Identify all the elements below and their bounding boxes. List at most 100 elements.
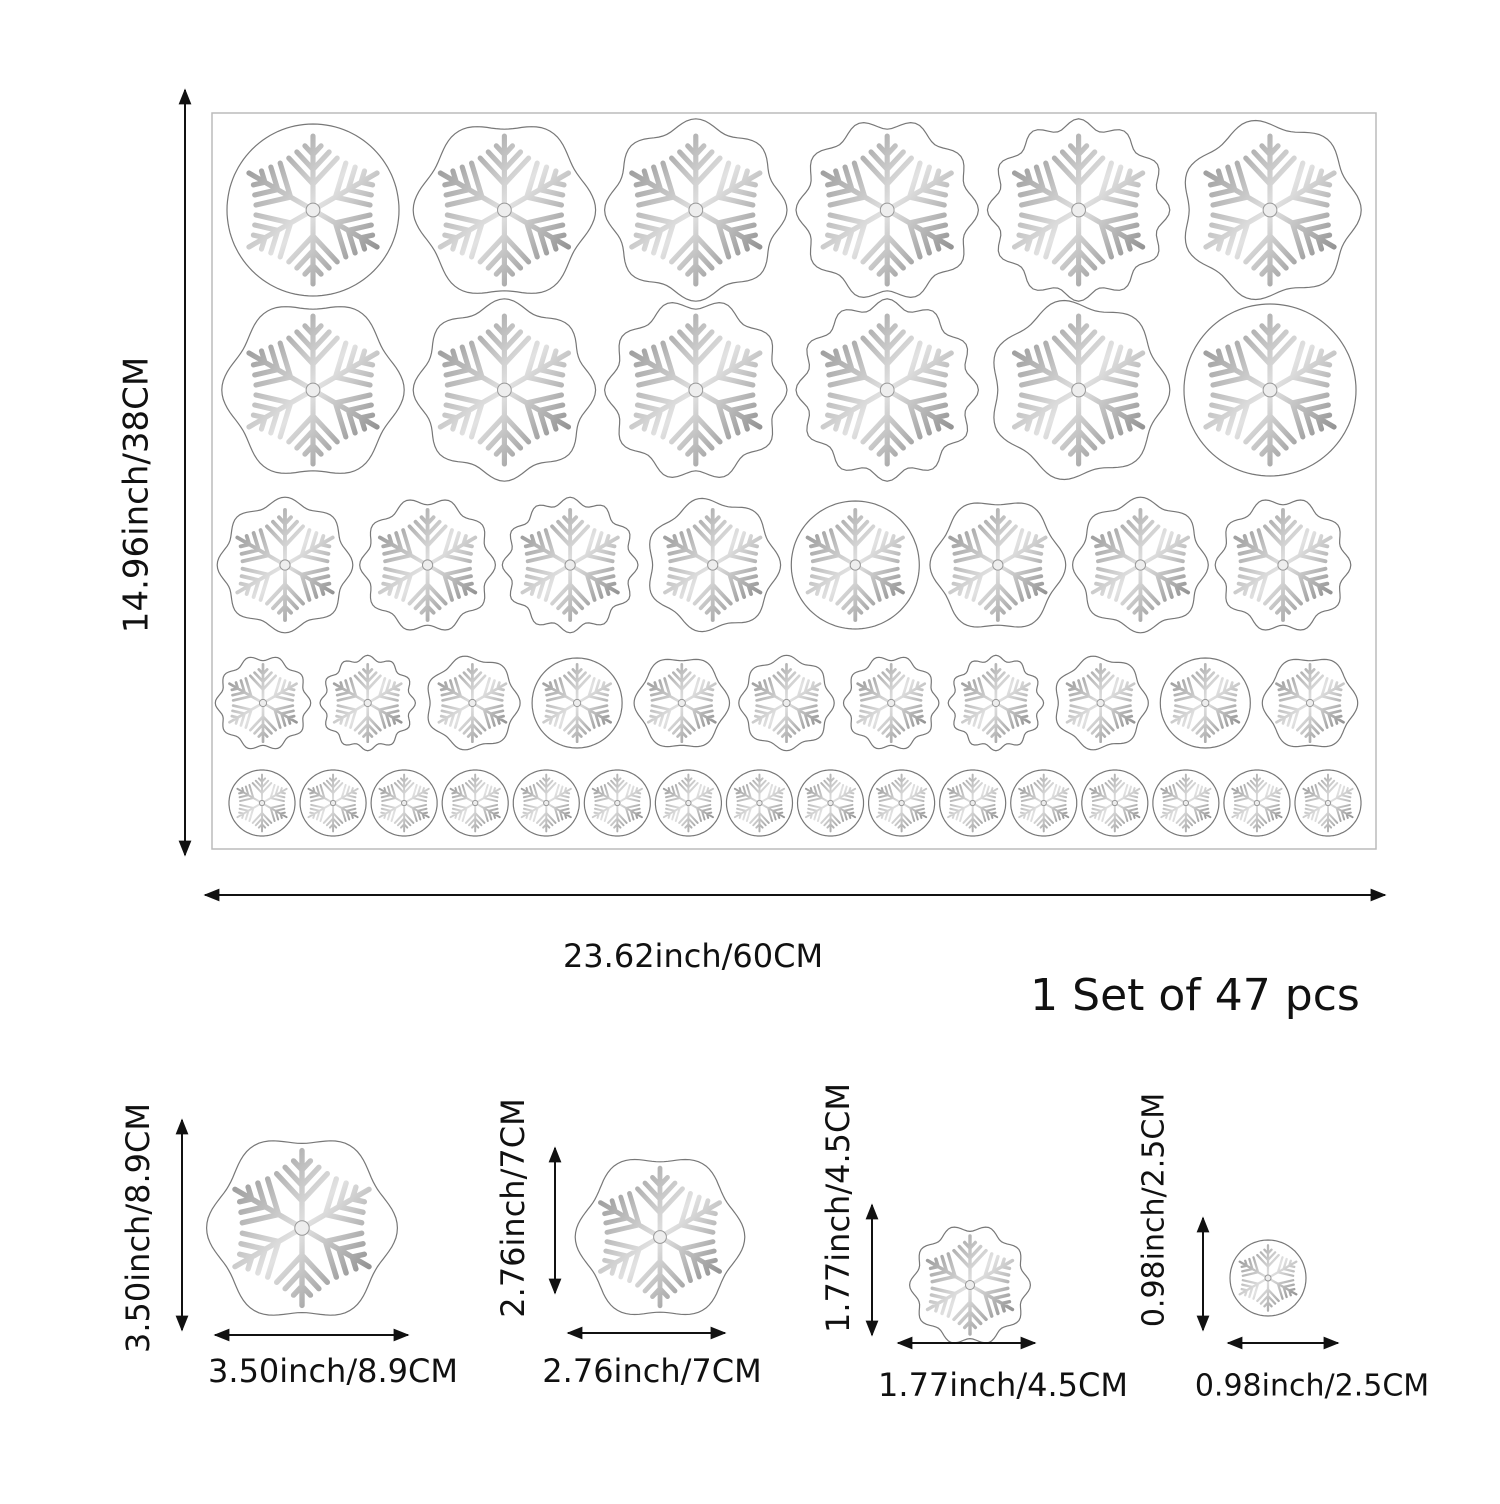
snowflake-center [685, 799, 692, 807]
snowflake-sticker [993, 299, 1171, 481]
snowflake-sticker [583, 769, 651, 837]
snowflake-center [1253, 799, 1261, 807]
snowflake-arms [437, 133, 572, 287]
size-height-label: 0.98inch/2.5CM [1137, 1093, 1172, 1327]
snowflake-center [887, 698, 896, 708]
snowflake-arms [542, 662, 612, 744]
snowflake-arms [437, 662, 508, 744]
size-sample: 0.98inch/2.5CM 0.98inch/2.5CM [1137, 1093, 1430, 1404]
snowflake-center [1324, 799, 1332, 807]
snowflake-sticker [795, 121, 980, 299]
snowflake-sticker [939, 769, 1007, 837]
size-sample: 2.76inch/7CM 2.76inch/7CM [494, 1098, 762, 1390]
snowflake-sticker [738, 654, 835, 752]
snowflake-center [964, 1279, 976, 1291]
snowflake-arms [437, 313, 572, 467]
snowflake-sticker [603, 301, 788, 479]
snowflake-center [992, 559, 1004, 571]
snowflake-sticker [654, 769, 722, 837]
snowflake-center [614, 799, 621, 807]
snowflake-sticker [216, 496, 354, 634]
snowflakes [214, 118, 1362, 837]
snowflake-arms [663, 508, 763, 622]
snowflake-sticker [868, 769, 936, 837]
snowflake-center [543, 799, 550, 807]
snowflake-center [329, 799, 337, 807]
snowflake-center [564, 559, 576, 571]
snowflake-arms [1160, 773, 1212, 833]
snowflake-sticker [531, 657, 623, 749]
snowflake-sticker [205, 1140, 399, 1316]
snowflake-sticker [649, 497, 782, 633]
snowflake-arms [948, 508, 1048, 622]
size-width-label: 3.50inch/8.9CM [208, 1352, 458, 1390]
snowflake-arms [961, 662, 1031, 744]
snowflake-center [400, 799, 408, 807]
snowflake-sticker [1010, 769, 1078, 837]
snowflake-center [421, 559, 434, 571]
snowflake-sticker [790, 500, 920, 630]
snowflake-arms [246, 313, 380, 467]
snowflake-arms [332, 662, 403, 744]
snowflake-arms [876, 773, 928, 833]
size-height-label: 2.76inch/7CM [494, 1098, 532, 1317]
snowflake-arms [1302, 773, 1354, 833]
snowflake-center [258, 698, 268, 708]
snowflake-center [827, 799, 834, 807]
snowflake-sticker [299, 769, 367, 837]
sheet-height-label: 14.96inch/38CM [117, 357, 157, 633]
snowflake-center [1262, 202, 1278, 218]
snowflake-sticker [1229, 1239, 1307, 1317]
snowflake-center [707, 559, 719, 571]
snowflake-sticker [908, 1226, 1032, 1344]
snowflake-center [573, 698, 582, 708]
snowflake-sticker [725, 769, 794, 837]
size-height-label: 3.50inch/8.9CM [119, 1103, 157, 1353]
snowflake-arms [591, 773, 643, 833]
snowflake-sticker [1081, 769, 1149, 837]
snowflake-arms [1233, 508, 1333, 622]
snowflake-center [849, 559, 861, 571]
snowflake-center [879, 202, 895, 218]
snowflake-arms [1089, 773, 1141, 833]
snowflake-sticker [1184, 119, 1362, 301]
snowflake-sticker [214, 656, 312, 750]
snowflake-sticker [441, 769, 509, 837]
snowflake-arms [662, 773, 714, 833]
set-label: 1 Set of 47 pcs [1030, 970, 1360, 1021]
size-sample: 3.50inch/8.9CM 3.50inch/8.9CM [119, 1103, 458, 1390]
snowflake-center [879, 382, 895, 398]
sheet-width-label: 23.62inch/60CM [563, 937, 823, 975]
snowflake-center [1264, 1274, 1272, 1282]
size-width-label: 0.98inch/2.5CM [1195, 1369, 1429, 1404]
snowflake-sticker [1294, 769, 1362, 837]
snowflake-center [1262, 382, 1278, 398]
snowflake-center [1040, 799, 1047, 807]
snowflake-sticker [512, 769, 580, 837]
snowflake-arms [232, 1147, 372, 1309]
snowflake-center [497, 382, 512, 398]
snowflake-sticker [1223, 769, 1291, 837]
snowflake-center [688, 382, 704, 398]
size-width-label: 2.76inch/7CM [542, 1352, 761, 1390]
snowflake-arms [1018, 773, 1070, 833]
snowflake-sticker [501, 496, 639, 634]
snowflake-arms [925, 1234, 1015, 1336]
snowflake-arms [820, 313, 954, 467]
snowflake-center [279, 559, 291, 571]
snowflake-sticker [633, 658, 731, 748]
snowflake-center [1201, 698, 1210, 708]
snowflake-center [677, 698, 686, 708]
snowflake-center [991, 698, 1001, 708]
snowflake-arms [235, 508, 335, 622]
snowflake-sticker [603, 118, 788, 302]
snowflake-arms [449, 773, 501, 833]
size-height-label: 1.77inch/4.5CM [819, 1083, 857, 1333]
snowflake-center [1096, 698, 1105, 708]
snowflake-center [782, 698, 791, 708]
snowflake-sticker [226, 123, 400, 297]
size-sample: 1.77inch/4.5CM 1.77inch/4.5CM [819, 1083, 1128, 1404]
snowflake-arms [228, 662, 298, 744]
snowflake-center [294, 1220, 310, 1236]
